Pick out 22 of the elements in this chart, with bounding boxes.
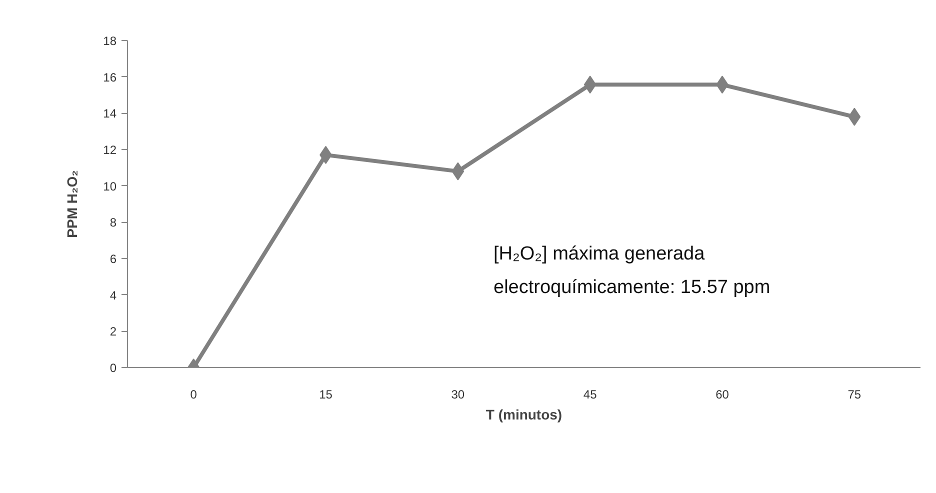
y-tick-label: 14 <box>103 106 117 121</box>
y-tick-label: 8 <box>110 216 117 230</box>
annotation: [H₂O₂] máxima generada electroquímicamente: 15.57 ppm <box>494 244 770 298</box>
point <box>848 108 861 126</box>
y-tick-label: 16 <box>103 70 117 84</box>
y-tick-label: 0 <box>110 361 117 375</box>
x-axis-title: T (minutos) <box>486 406 562 422</box>
y-tick-label: 6 <box>110 252 117 266</box>
y-axis-title: PPM H₂O₂ <box>64 170 80 238</box>
x-tick-label: 15 <box>319 388 333 402</box>
y-tick-label: 10 <box>103 179 117 194</box>
y-tick-label: 4 <box>110 288 117 302</box>
y-tick-label: 2 <box>110 324 117 339</box>
x-tick-label: 45 <box>583 388 598 402</box>
point <box>452 162 464 180</box>
x-tick-label: 60 <box>716 388 730 402</box>
x-tick-label: 30 <box>451 388 465 402</box>
y-tick-label: 12 <box>103 143 117 157</box>
y-tick-label: 18 <box>103 34 117 48</box>
point <box>584 76 596 94</box>
x-tick-label: 0 <box>190 388 198 402</box>
x-tick-label: 75 <box>848 388 862 402</box>
